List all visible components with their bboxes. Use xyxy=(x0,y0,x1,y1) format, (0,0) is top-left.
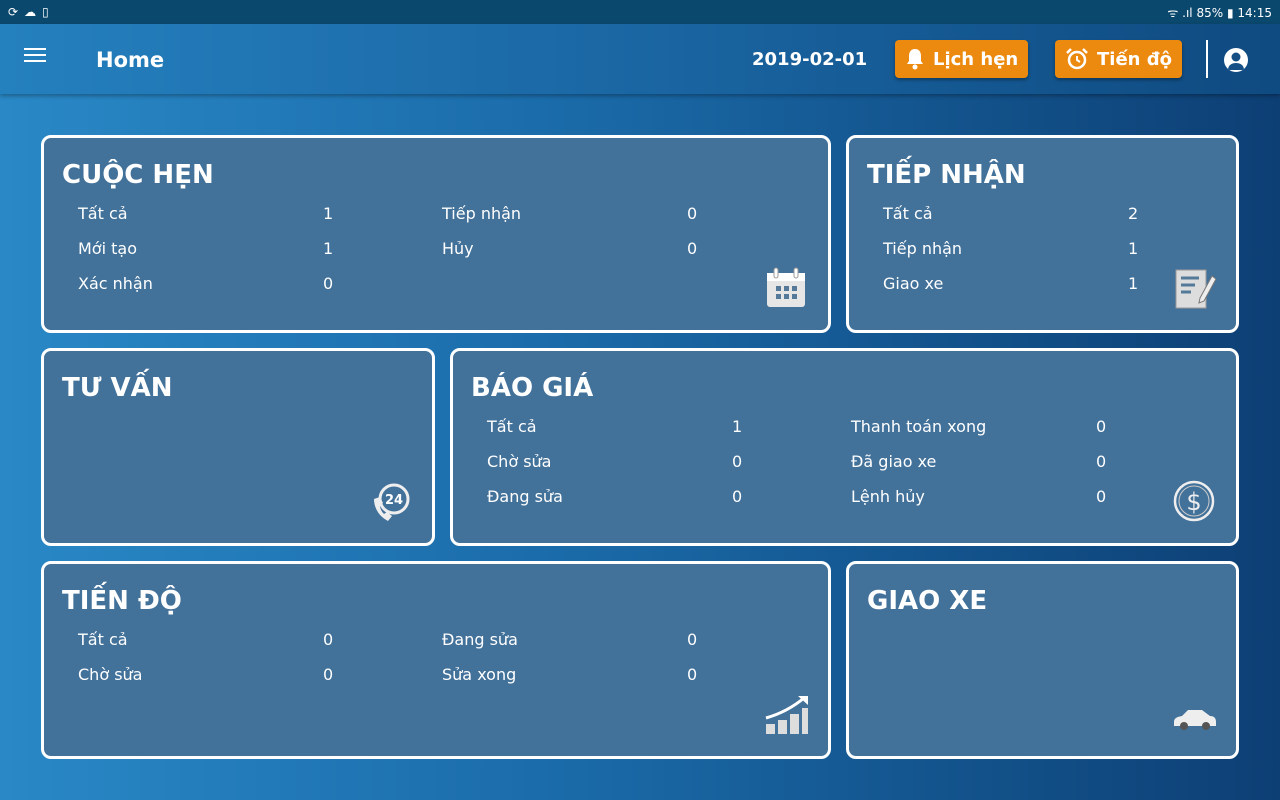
card-title: TIẾN ĐỘ xyxy=(62,586,182,616)
divider xyxy=(1206,40,1208,78)
battery-icon: ▮ xyxy=(1226,5,1234,20)
clock: 14:15 xyxy=(1237,5,1272,20)
alarm-clock-icon xyxy=(1066,48,1088,70)
page-title: Home xyxy=(96,48,165,72)
svg-text:24: 24 xyxy=(385,493,403,508)
stat-label: Hủy xyxy=(442,239,474,258)
card-tiep-nhan[interactable]: TIẾP NHẬN Tất cả 2 Tiếp nhận 1 Giao xe 1 xyxy=(846,135,1239,333)
stat-value: 0 xyxy=(323,274,334,293)
app-header: Home 2019-02-01 Lịch hẹn Tiến độ xyxy=(0,24,1280,94)
stat-value: 0 xyxy=(687,665,698,684)
card-bao-gia[interactable]: BÁO GIÁ Tất cả 1 Chờ sửa 0 Đang sửa 0 Thanh toá… xyxy=(450,348,1239,546)
progress-button[interactable]: Tiến độ xyxy=(1055,40,1182,78)
card-giao-xe[interactable]: GIAO XE xyxy=(846,561,1239,759)
stat-value: 0 xyxy=(1096,487,1107,506)
wifi-icon: ᯤ xyxy=(1167,5,1179,20)
menu-icon[interactable] xyxy=(24,48,46,64)
card-tien-do[interactable]: TIẾN ĐỘ Tất cả 0 Chờ sửa 0 Đang sửa 0 Sửa xong 0 xyxy=(41,561,831,759)
stat-value: 0 xyxy=(687,239,698,258)
stat-value: 1 xyxy=(323,204,334,223)
stat-value: 0 xyxy=(687,630,698,649)
stat-value: 0 xyxy=(687,204,698,223)
stat-value: 1 xyxy=(1128,239,1139,258)
user-avatar-icon[interactable] xyxy=(1224,48,1248,72)
stat-label: Đang sửa xyxy=(487,487,563,506)
stat-value: 0 xyxy=(1096,417,1107,436)
appointments-button-label: Lịch hẹn xyxy=(933,48,1019,70)
bell-icon xyxy=(907,49,923,70)
cloud-icon: ☁ xyxy=(24,5,37,19)
stat-label: Tất cả xyxy=(487,417,537,436)
stat-label: Lệnh hủy xyxy=(851,487,925,506)
stat-label: Tất cả xyxy=(78,630,128,649)
stat-value: 0 xyxy=(732,487,743,506)
stat-label: Đang sửa xyxy=(442,630,518,649)
signal-icon: .ıl xyxy=(1182,5,1193,20)
stat-value: 1 xyxy=(732,417,743,436)
card-title: TƯ VẤN xyxy=(62,373,173,403)
stat-label: Chờ sửa xyxy=(78,665,143,684)
phone-24-icon: 24 xyxy=(374,483,410,521)
stat-value: 0 xyxy=(1096,452,1107,471)
stat-value: 0 xyxy=(732,452,743,471)
stat-label: Tiếp nhận xyxy=(442,204,522,223)
stat-value: 1 xyxy=(1128,274,1139,293)
progress-button-label: Tiến độ xyxy=(1097,48,1172,70)
battery-level: 85% xyxy=(1196,5,1224,20)
card-title: TIẾP NHẬN xyxy=(867,160,1026,190)
card-title: GIAO XE xyxy=(867,586,988,616)
dollar-icon: $ xyxy=(1173,480,1215,522)
card-tu-van[interactable]: TƯ VẤN 24 xyxy=(41,348,435,546)
svg-text:$: $ xyxy=(1186,488,1201,516)
stat-label: Tất cả xyxy=(883,204,933,223)
card-title: CUỘC HẸN xyxy=(62,160,214,190)
stat-label: Sửa xong xyxy=(442,665,517,684)
stat-label: Thanh toán xong xyxy=(851,417,987,436)
stat-label: Tất cả xyxy=(78,204,128,223)
file-icon: ▯ xyxy=(42,5,49,19)
stat-label: Chờ sửa xyxy=(487,452,552,471)
stat-value: 0 xyxy=(323,665,334,684)
stat-value: 0 xyxy=(323,630,334,649)
car-icon xyxy=(1174,710,1216,730)
stat-label: Giao xe xyxy=(883,274,944,293)
stat-value: 2 xyxy=(1128,204,1139,223)
card-cuoc-hen[interactable]: CUỘC HẸN Tất cả 1 Mới tạo 1 Xác nhận 0 Tiếp nhậ… xyxy=(41,135,831,333)
appointments-button[interactable]: Lịch hẹn xyxy=(895,40,1029,78)
card-title: BÁO GIÁ xyxy=(471,373,594,403)
stat-label: Mới tạo xyxy=(78,239,137,258)
status-bar: ⟳ ☁ ▯ ᯤ .ıl 85% ▮ 14:15 xyxy=(0,0,1280,24)
stat-label: Đã giao xe xyxy=(851,452,937,471)
stat-label: Xác nhận xyxy=(78,274,153,293)
growth-chart-icon xyxy=(765,696,808,734)
document-edit-icon xyxy=(1175,269,1216,309)
calendar-icon xyxy=(767,267,805,307)
stat-label: Tiếp nhận xyxy=(883,239,963,258)
stat-value: 1 xyxy=(323,239,334,258)
sync-icon: ⟳ xyxy=(8,5,19,19)
current-date: 2019-02-01 xyxy=(752,49,868,70)
